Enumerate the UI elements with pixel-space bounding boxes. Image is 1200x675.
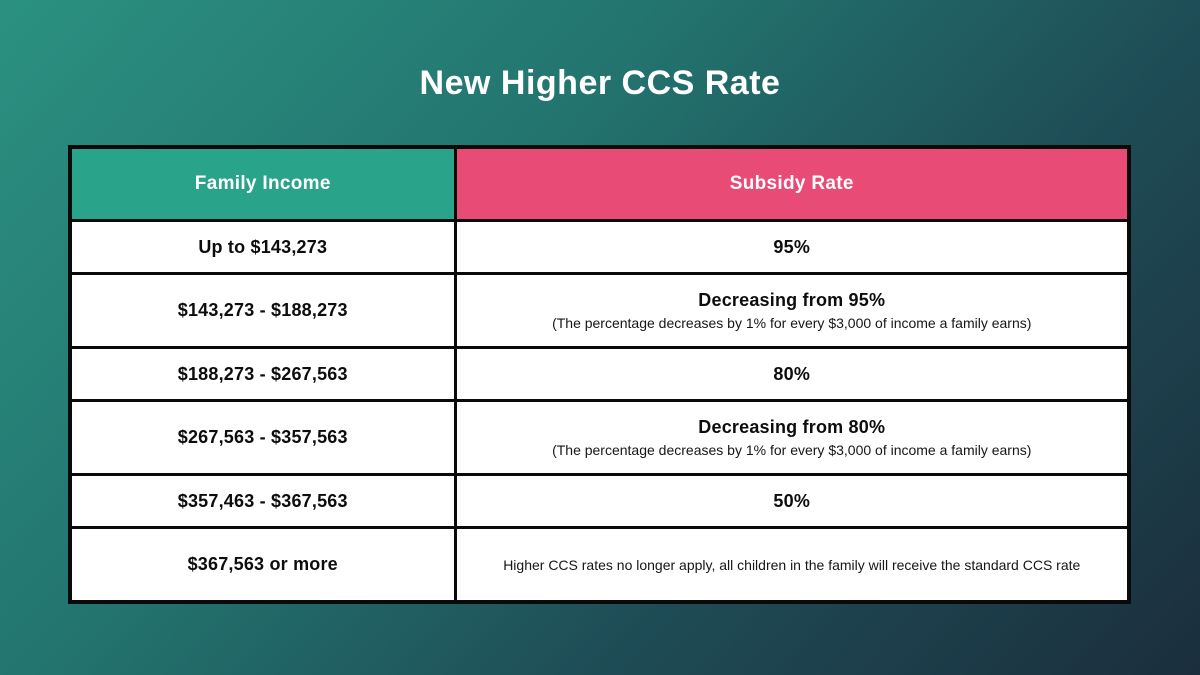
- table-body: Up to $143,273 95% $143,273 - $188,273 Decr…: [68, 219, 1131, 604]
- column-header-subsidy-rate: Subsidy Rate: [453, 145, 1131, 222]
- subsidy-rate-value: 50%: [773, 490, 811, 511]
- table-row: $188,273 - $267,563 80%: [68, 346, 1131, 402]
- table-row: $143,273 - $188,273 Decreasing from 95% (T…: [68, 272, 1131, 349]
- subsidy-rate-note: (The percentage decreases by 1% for ever…: [552, 315, 1032, 331]
- ccs-rate-table: Family Income Subsidy Rate Up to $143,27…: [68, 145, 1131, 604]
- subsidy-rate-description: Higher CCS rates no longer apply, all ch…: [503, 556, 1081, 573]
- subsidy-rate-cell: Decreasing from 80% (The percentage decre…: [453, 399, 1131, 476]
- family-income-cell: $188,273 - $267,563: [68, 346, 457, 402]
- header-row: Family Income Subsidy Rate: [68, 145, 1131, 222]
- subsidy-rate-cell: Decreasing from 95% (The percentage decre…: [453, 272, 1131, 349]
- family-income-cell: $267,563 - $357,563: [68, 399, 457, 476]
- subsidy-rate-value: Decreasing from 95%: [698, 290, 886, 310]
- subsidy-rate-cell: 95%: [453, 219, 1131, 275]
- rates-table: Family Income Subsidy Rate Up to $143,27…: [68, 145, 1131, 604]
- column-header-family-income: Family Income: [68, 145, 457, 222]
- subsidy-rate-value: 80%: [773, 363, 811, 384]
- table-row: $367,563 or more Higher CCS rates no long…: [68, 526, 1131, 604]
- subsidy-rate-cell: 50%: [453, 473, 1131, 529]
- subsidy-rate-cell: 80%: [453, 346, 1131, 402]
- family-income-cell: $143,273 - $188,273: [68, 272, 457, 349]
- family-income-cell: $367,563 or more: [68, 526, 457, 604]
- subsidy-rate-value: Decreasing from 80%: [698, 417, 886, 437]
- table-row: $267,563 - $357,563 Decreasing from 80% (T…: [68, 399, 1131, 476]
- subsidy-rate-cell: Higher CCS rates no longer apply, all ch…: [453, 526, 1131, 604]
- page-title: New Higher CCS Rate: [419, 64, 781, 102]
- family-income-cell: Up to $143,273: [68, 219, 457, 275]
- subsidy-rate-value: 95%: [773, 236, 811, 257]
- table-row: Up to $143,273 95%: [68, 219, 1131, 275]
- table-row: $357,463 - $367,563 50%: [68, 473, 1131, 529]
- family-income-cell: $357,463 - $367,563: [68, 473, 457, 529]
- subsidy-rate-note: (The percentage decreases by 1% for ever…: [552, 442, 1032, 458]
